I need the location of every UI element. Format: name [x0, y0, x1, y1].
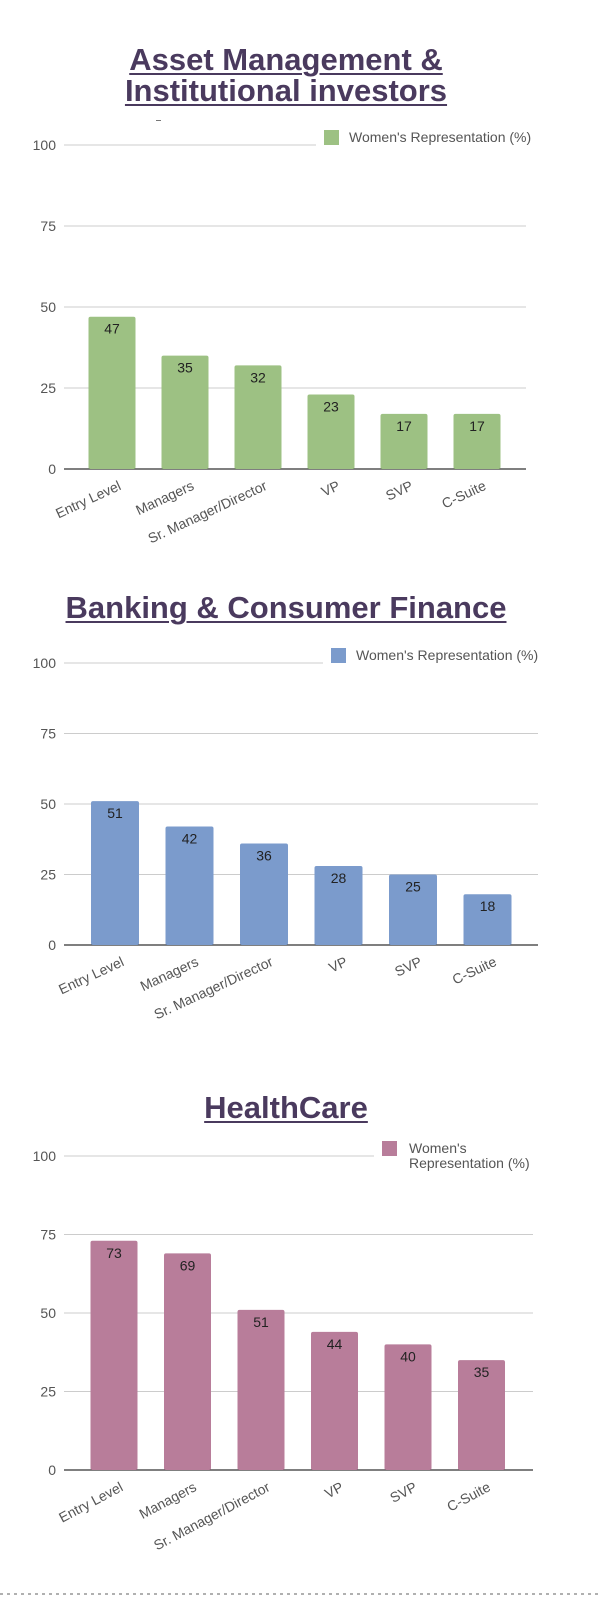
y-tick-label: 75 [40, 726, 56, 742]
x-tick-label: Entry Level [56, 1479, 125, 1526]
y-tick-label: 0 [48, 1462, 56, 1478]
chart-title-line: Banking & Consumer Finance [65, 590, 507, 625]
decorative-dash [156, 120, 161, 121]
chart-title-line: HealthCare [204, 1090, 368, 1125]
x-tick-label: VP [326, 953, 350, 975]
legend-swatch [324, 130, 339, 145]
y-tick-label: 50 [40, 1305, 56, 1321]
legend-label: Representation (%) [409, 1155, 530, 1171]
y-tick-label: 100 [33, 137, 57, 153]
bar [91, 801, 139, 945]
bar [380, 413, 428, 469]
data-label: 47 [104, 321, 120, 337]
y-tick-label: 25 [40, 1384, 56, 1400]
data-label: 40 [400, 1348, 416, 1364]
legend-swatch [331, 648, 346, 663]
y-tick-label: 100 [33, 1148, 57, 1164]
y-tick-label: 75 [40, 1227, 56, 1243]
data-label: 25 [405, 879, 421, 895]
x-tick-label: Managers [136, 1479, 198, 1522]
data-label: 42 [182, 831, 198, 847]
bar-chart-banking: 0 25 50 75 100 Women's Representation (%) 51 En… [33, 647, 539, 1022]
chart-title: HealthCare [0, 1092, 572, 1123]
x-tick-label: SVP [392, 953, 424, 979]
x-tick-label: C-Suite [444, 1478, 493, 1514]
footer-divider [0, 1593, 598, 1595]
data-label: 32 [250, 369, 266, 385]
bar [463, 894, 512, 945]
bar [384, 1344, 432, 1470]
legend-label: Women's Representation (%) [349, 129, 531, 145]
data-label: 69 [180, 1257, 196, 1273]
bar [314, 866, 363, 945]
data-label: 28 [331, 870, 347, 886]
y-tick-label: 0 [48, 461, 56, 477]
bar [237, 1309, 285, 1470]
legend-swatch [382, 1141, 397, 1156]
data-label: 17 [396, 418, 412, 434]
y-tick-label: 100 [33, 655, 57, 671]
x-tick-label: VP [322, 1479, 346, 1502]
data-label: 17 [469, 418, 485, 434]
data-label: 51 [253, 1314, 269, 1330]
data-label: 51 [107, 805, 123, 821]
y-tick-label: 75 [40, 218, 56, 234]
bar [240, 843, 288, 945]
bar [88, 316, 136, 469]
x-tick-label: VP [319, 477, 343, 499]
data-label: 73 [106, 1245, 122, 1261]
y-tick-label: 25 [40, 867, 56, 883]
x-tick-label: Entry Level [56, 953, 126, 997]
bar [234, 365, 282, 469]
data-label: 44 [327, 1336, 343, 1352]
bar [311, 1331, 358, 1470]
data-label: 35 [474, 1364, 490, 1380]
legend-label: Women's Representation (%) [356, 647, 538, 663]
data-label: 23 [323, 398, 339, 414]
bar [90, 1240, 138, 1470]
chart-title-line: Institutional investors [124, 73, 448, 108]
y-tick-label: 0 [48, 937, 56, 953]
data-label: 18 [480, 898, 496, 914]
chart-title-line: Asset Management & [129, 42, 443, 77]
y-tick-label: 50 [40, 299, 56, 315]
x-tick-label: Sr. Manager/Director [145, 477, 269, 546]
x-tick-label: SVP [383, 477, 415, 503]
bar [164, 1253, 211, 1470]
x-tick-label: C-Suite [439, 477, 488, 511]
bar [458, 1360, 505, 1470]
data-label: 35 [177, 360, 193, 376]
bar [307, 394, 355, 469]
y-tick-label: 50 [40, 796, 56, 812]
bar-chart-asset-management: 0 25 50 75 100 Women's Representation (%) 47 En… [33, 129, 532, 546]
bar [165, 826, 214, 945]
x-tick-label: SVP [387, 1479, 419, 1506]
bar [453, 413, 501, 469]
y-tick-label: 25 [40, 380, 56, 396]
x-tick-label: Entry Level [53, 477, 123, 521]
chart-title: Asset Management & Institutional investo… [0, 44, 572, 106]
legend-label: Women's [409, 1140, 467, 1156]
x-tick-label: Managers [138, 953, 201, 994]
bar [389, 874, 437, 945]
x-tick-label: C-Suite [450, 953, 499, 987]
chart-title: Banking & Consumer Finance [0, 592, 572, 623]
data-label: 36 [256, 847, 272, 863]
bar [161, 355, 209, 469]
